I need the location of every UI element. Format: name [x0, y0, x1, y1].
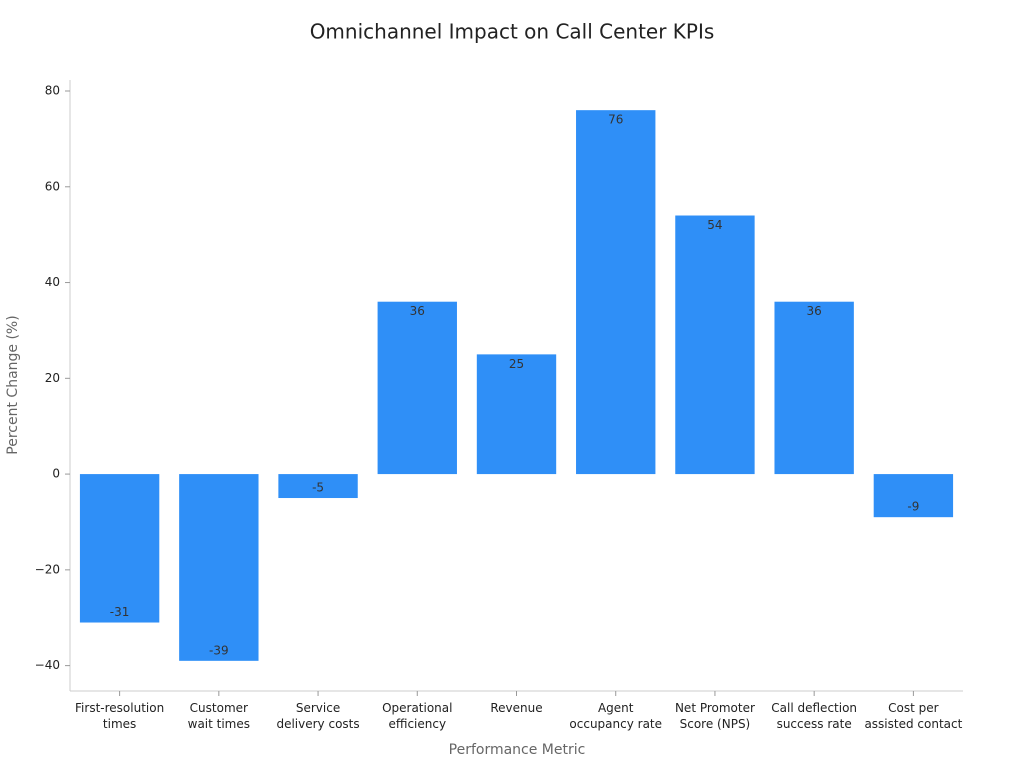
bar: [576, 110, 656, 475]
bar: [278, 474, 358, 499]
value-label: 25: [509, 357, 524, 371]
bar: [476, 354, 557, 475]
x-tick-label: Service delivery costs: [276, 701, 360, 731]
value-label: -31: [110, 605, 130, 619]
y-tick-label: −20: [35, 562, 60, 576]
x-tick-label: Operational efficiency: [382, 701, 453, 731]
x-tick-label: Net Promoter Score (NPS): [674, 701, 755, 731]
x-tick-label: Customer wait times: [187, 701, 251, 731]
x-tick-label: Cost per assisted contact: [864, 701, 963, 731]
x-axis-label: Performance Metric: [449, 742, 586, 758]
bar: [774, 301, 854, 475]
y-tick-label: 20: [45, 371, 60, 385]
value-label: 36: [807, 304, 822, 318]
value-label: -5: [312, 481, 324, 495]
value-label: -9: [907, 500, 919, 514]
chart-title: Omnichannel Impact on Call Center KPIs: [310, 20, 715, 44]
bar: [675, 215, 755, 475]
bar: [79, 474, 160, 623]
y-tick-label: 40: [45, 275, 60, 289]
bar: [873, 474, 954, 518]
y-tick-label: 80: [45, 84, 60, 98]
value-label: -39: [209, 643, 229, 657]
value-label: 54: [707, 218, 722, 232]
y-tick-label: −40: [35, 658, 60, 672]
y-tick-label: 0: [52, 467, 60, 481]
x-tick-label: Revenue: [490, 701, 543, 715]
bar: [179, 474, 259, 661]
value-label: 36: [410, 304, 425, 318]
x-tick-label: First-resolution times: [75, 701, 165, 731]
y-axis-label: Percent Change (%): [5, 315, 21, 454]
x-tick-label: Agent occupancy rate: [569, 701, 663, 731]
bar: [377, 301, 457, 475]
y-tick-label: 60: [45, 179, 60, 193]
x-tick-label: Call deflection success rate: [771, 701, 858, 731]
value-label: 76: [608, 113, 623, 127]
